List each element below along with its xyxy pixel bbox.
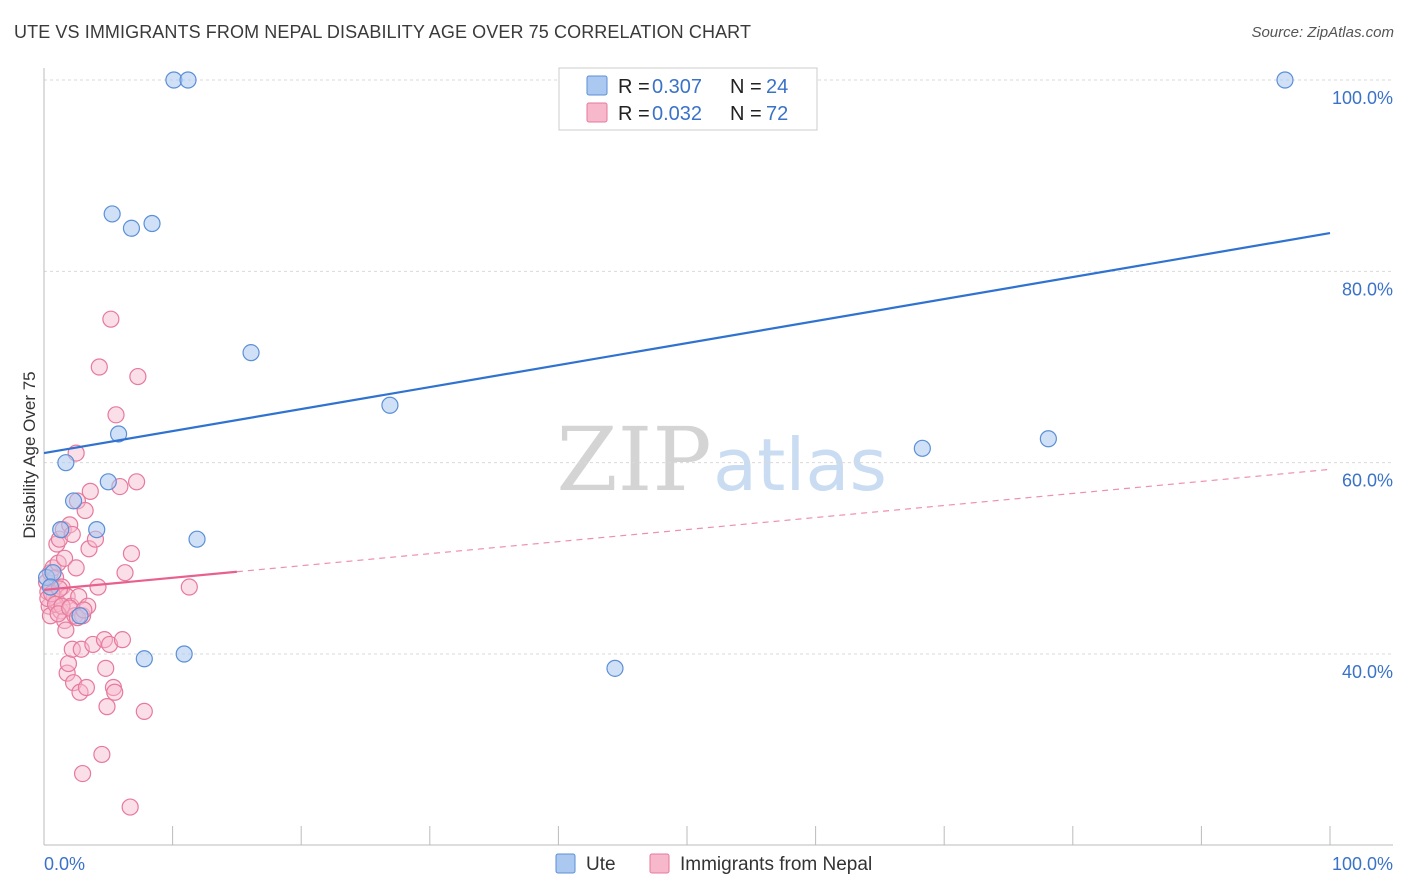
data-point-ute	[913, 439, 931, 457]
data-point-nepal	[67, 559, 85, 577]
data-point-nepal	[113, 631, 132, 649]
data-point-nepal	[55, 549, 74, 567]
data-point-ute	[606, 659, 624, 677]
legend-n-value-ute: 24	[766, 76, 788, 98]
axes	[43, 68, 1393, 846]
y-axis-label: Disability Age Over 75	[20, 371, 39, 538]
x-tick-label-min: 0.0%	[44, 854, 85, 874]
series-nepal-points	[37, 310, 198, 816]
data-point-nepal	[98, 698, 116, 716]
data-point-nepal	[89, 578, 107, 596]
data-point-nepal	[59, 654, 78, 673]
data-point-ute	[103, 205, 121, 223]
watermark-atlas: atlas	[713, 423, 887, 507]
data-point-nepal	[95, 631, 114, 649]
data-point-ute	[99, 473, 117, 491]
trend-lines	[43, 231, 1331, 591]
legend-n-label-ute: N =	[730, 76, 762, 98]
y-tick-label: 80.0%	[1342, 279, 1393, 299]
data-point-nepal	[57, 621, 75, 639]
data-point-nepal	[100, 635, 119, 654]
data-point-nepal	[129, 367, 147, 386]
data-point-ute	[57, 454, 75, 472]
data-point-nepal	[81, 482, 99, 500]
source-credit: Source: ZipAtlas.com	[1251, 24, 1394, 41]
legend-n-value-nepal: 72	[766, 103, 788, 125]
data-point-nepal	[93, 745, 111, 764]
bottom-legend: Ute Immigrants from Nepal	[555, 853, 872, 875]
data-point-ute	[41, 578, 60, 596]
data-point-ute	[88, 521, 106, 539]
chart-title: UTE VS IMMIGRANTS FROM NEPAL DISABILITY …	[14, 22, 752, 42]
legend-r-value-ute: 0.307	[652, 76, 702, 98]
data-point-ute	[135, 650, 153, 668]
data-point-ute	[1039, 430, 1057, 448]
data-point-ute	[122, 219, 141, 237]
data-point-nepal	[127, 473, 146, 491]
data-point-nepal	[90, 358, 108, 376]
data-point-nepal	[107, 406, 125, 424]
data-point-nepal	[73, 764, 92, 783]
watermark: ZIP atlas	[556, 408, 887, 511]
grid-lines	[44, 79, 1393, 655]
legend-n-label-nepal: N =	[730, 103, 762, 125]
y-tick-label: 100.0%	[1332, 88, 1393, 108]
data-point-ute	[179, 71, 197, 89]
bottom-legend-label-nepal: Immigrants from Nepal	[680, 854, 872, 875]
data-point-ute	[188, 530, 206, 548]
data-point-ute	[44, 564, 62, 582]
data-point-nepal	[135, 702, 153, 721]
data-point-ute	[64, 492, 83, 510]
data-point-ute	[109, 425, 128, 443]
data-point-nepal	[97, 659, 115, 677]
legend-r-label-nepal: R =	[618, 103, 650, 125]
data-point-nepal	[76, 501, 94, 520]
data-point-ute	[143, 214, 161, 233]
data-point-nepal	[121, 798, 139, 816]
data-point-nepal	[77, 678, 96, 697]
data-point-nepal	[102, 310, 120, 328]
trend-line-nepal-extended	[236, 468, 1331, 573]
bottom-legend-label-ute: Ute	[586, 854, 616, 875]
data-point-ute	[1276, 71, 1294, 89]
data-point-ute	[52, 521, 70, 539]
trend-line-ute	[43, 231, 1331, 455]
y-tick-labels: 40.0% 60.0% 80.0% 100.0%	[1332, 88, 1393, 682]
data-point-nepal	[80, 540, 98, 558]
legend-swatch-nepal	[586, 102, 608, 123]
data-point-ute	[175, 645, 193, 663]
data-point-ute	[242, 344, 260, 362]
data-point-ute	[381, 396, 399, 414]
legend-r-value-nepal: 0.032	[652, 103, 702, 125]
data-point-nepal	[63, 640, 81, 658]
legend-swatch-ute	[586, 75, 608, 96]
trend-line-nepal	[43, 570, 238, 591]
y-tick-label: 60.0%	[1342, 471, 1393, 491]
data-point-nepal	[64, 674, 83, 692]
data-point-nepal	[180, 578, 198, 596]
y-tick-label: 40.0%	[1342, 662, 1393, 682]
data-point-nepal	[116, 564, 134, 582]
legend: R = 0.307 N = 24 R = 0.032 N = 72	[558, 67, 818, 131]
data-point-ute	[71, 607, 89, 625]
bottom-legend-swatch-ute	[555, 853, 576, 874]
x-tick-labels: 0.0% 100.0%	[44, 854, 1393, 874]
data-point-nepal	[122, 544, 141, 563]
bottom-legend-swatch-nepal	[649, 853, 670, 874]
x-tick-label-max: 100.0%	[1332, 854, 1393, 874]
series-ute-points	[37, 71, 1294, 677]
watermark-zip: ZIP	[556, 408, 711, 511]
data-point-nepal	[106, 683, 124, 701]
legend-r-label-ute: R =	[618, 76, 650, 98]
